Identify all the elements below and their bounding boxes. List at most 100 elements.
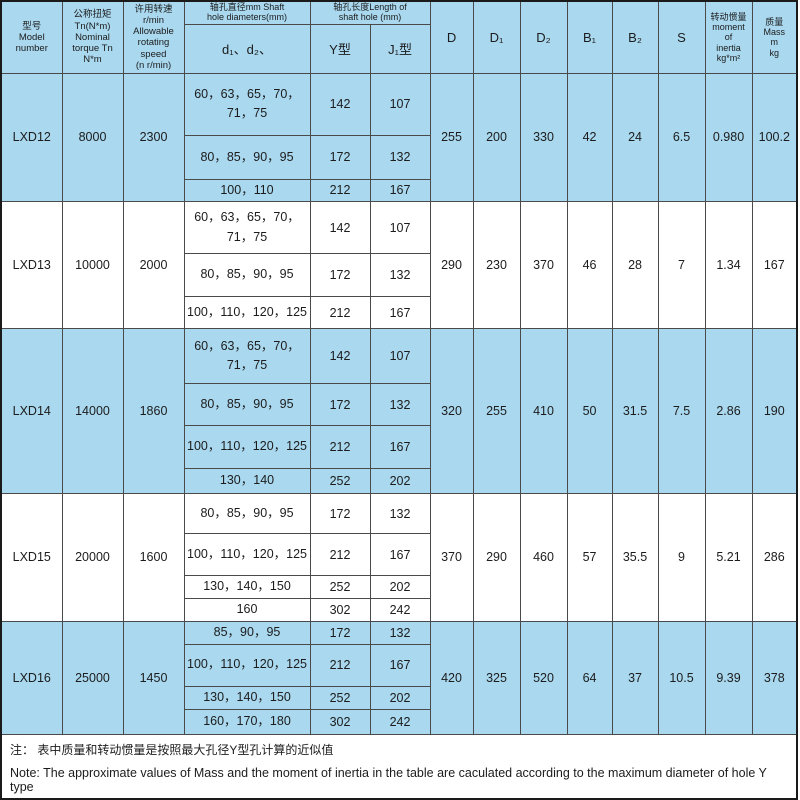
D1-cell: 255	[472, 328, 521, 495]
D-cell: 320	[429, 328, 474, 495]
S-cell: 7.5	[657, 328, 706, 495]
model-cell: LXD12	[0, 72, 63, 203]
table-header: 型号 Model number 公称扭矩 Tn(N*m) Nominal tor…	[0, 0, 798, 74]
y-length-cell: 172	[309, 253, 371, 298]
D1-cell: 200	[472, 72, 521, 203]
speed-cell: 1860	[122, 328, 185, 495]
header-y-type: Y型	[309, 23, 371, 74]
D2-cell: 370	[519, 201, 568, 330]
d-values-cell: 80，85，90，95	[183, 493, 311, 535]
j-length-cell: 167	[369, 425, 431, 470]
header-S: S	[657, 0, 706, 74]
y-length-cell: 212	[309, 425, 371, 470]
d-values-cell: 100，110，120，125	[183, 643, 311, 687]
group-lxd12: LXD12 8000 2300 60，63，65，70，71，75 142 10…	[0, 72, 798, 203]
model-cell: LXD15	[0, 493, 63, 622]
header-j1-type: J₁型	[369, 23, 431, 74]
B1-cell: 64	[566, 620, 613, 735]
d-values-cell: 100，110，120，125	[183, 425, 311, 470]
d-values-cell: 100，110	[183, 178, 311, 203]
d-values-cell: 80，85，90，95	[183, 383, 311, 427]
model-cell: LXD16	[0, 620, 63, 735]
j-length-cell: 107	[369, 201, 431, 255]
y-length-cell: 212	[309, 643, 371, 687]
y-length-cell: 302	[309, 598, 371, 622]
B2-cell: 37	[611, 620, 659, 735]
torque-cell: 10000	[61, 201, 124, 330]
j-length-cell: 132	[369, 383, 431, 427]
D-cell: 290	[429, 201, 474, 330]
notes-section: 注： 表中质量和转动惯量是按照最大孔径Y型孔计算的近似值 Note: The a…	[0, 733, 798, 800]
j-length-cell: 132	[369, 493, 431, 535]
y-length-cell: 172	[309, 134, 371, 180]
header-mass: 质量 Mass m kg	[751, 0, 798, 74]
S-cell: 9	[657, 493, 706, 622]
j-length-cell: 132	[369, 134, 431, 180]
inertia-cell: 9.39	[704, 620, 753, 735]
D-cell: 255	[429, 72, 474, 203]
j-length-cell: 242	[369, 708, 431, 735]
y-length-cell: 172	[309, 620, 371, 645]
header-B1: B₁	[566, 0, 613, 74]
header-D2: D₂	[519, 0, 568, 74]
d-values-cell: 60，63，65，70，71，75	[183, 72, 311, 136]
D-cell: 370	[429, 493, 474, 622]
d-values-cell: 100，110，120，125	[183, 533, 311, 577]
header-model: 型号 Model number	[0, 0, 63, 74]
B1-cell: 57	[566, 493, 613, 622]
y-length-cell: 212	[309, 296, 371, 330]
j-length-cell: 132	[369, 253, 431, 298]
j-length-cell: 167	[369, 296, 431, 330]
speed-cell: 1600	[122, 493, 185, 622]
header-shaft-diameter-group: 轴孔直径mm Shaft hole diameters(mm)	[183, 0, 311, 25]
torque-cell: 14000	[61, 328, 124, 495]
D-cell: 420	[429, 620, 474, 735]
j-length-cell: 202	[369, 575, 431, 600]
j-length-cell: 132	[369, 620, 431, 645]
inertia-cell: 5.21	[704, 493, 753, 622]
D2-cell: 330	[519, 72, 568, 203]
d-values-cell: 130，140，150	[183, 685, 311, 710]
mass-cell: 378	[751, 620, 798, 735]
y-length-cell: 252	[309, 575, 371, 600]
B1-cell: 42	[566, 72, 613, 203]
torque-cell: 8000	[61, 72, 124, 203]
j-length-cell: 167	[369, 533, 431, 577]
y-length-cell: 212	[309, 533, 371, 577]
D2-cell: 410	[519, 328, 568, 495]
header-d1-d2: d₁、d₂、	[183, 23, 311, 74]
y-length-cell: 142	[309, 201, 371, 255]
group-lxd13: LXD13 10000 2000 60，63，65，70，71，75 142 1…	[0, 201, 798, 330]
inertia-cell: 2.86	[704, 328, 753, 495]
B2-cell: 35.5	[611, 493, 659, 622]
j-length-cell: 202	[369, 685, 431, 710]
B2-cell: 31.5	[611, 328, 659, 495]
S-cell: 7	[657, 201, 706, 330]
y-length-cell: 142	[309, 72, 371, 136]
header-D1: D₁	[472, 0, 521, 74]
B2-cell: 28	[611, 201, 659, 330]
D1-cell: 290	[472, 493, 521, 622]
group-lxd16: LXD16 25000 1450 85，90，95 172 132 420 32…	[0, 620, 798, 735]
torque-cell: 20000	[61, 493, 124, 622]
group-lxd14: LXD14 14000 1860 60，63，65，70，71，75 142 1…	[0, 328, 798, 495]
y-length-cell: 302	[309, 708, 371, 735]
speed-cell: 2000	[122, 201, 185, 330]
B2-cell: 24	[611, 72, 659, 203]
y-length-cell: 172	[309, 383, 371, 427]
header-D: D	[429, 0, 474, 74]
note-english: Note: The approximate values of Mass and…	[10, 765, 767, 794]
j-length-cell: 202	[369, 468, 431, 495]
D2-cell: 460	[519, 493, 568, 622]
note-chinese: 注： 表中质量和转动惯量是按照最大孔径Y型孔计算的近似值	[10, 742, 334, 757]
d-values-cell: 100，110，120，125	[183, 296, 311, 330]
j-length-cell: 107	[369, 72, 431, 136]
d-values-cell: 85，90，95	[183, 620, 311, 645]
S-cell: 6.5	[657, 72, 706, 203]
header-speed: 许用转速 r/min Allowable rotating speed (n r…	[122, 0, 185, 74]
header-torque: 公称扭矩 Tn(N*m) Nominal torque Tn N*m	[61, 0, 124, 74]
model-cell: LXD14	[0, 328, 63, 495]
D2-cell: 520	[519, 620, 568, 735]
y-length-cell: 172	[309, 493, 371, 535]
